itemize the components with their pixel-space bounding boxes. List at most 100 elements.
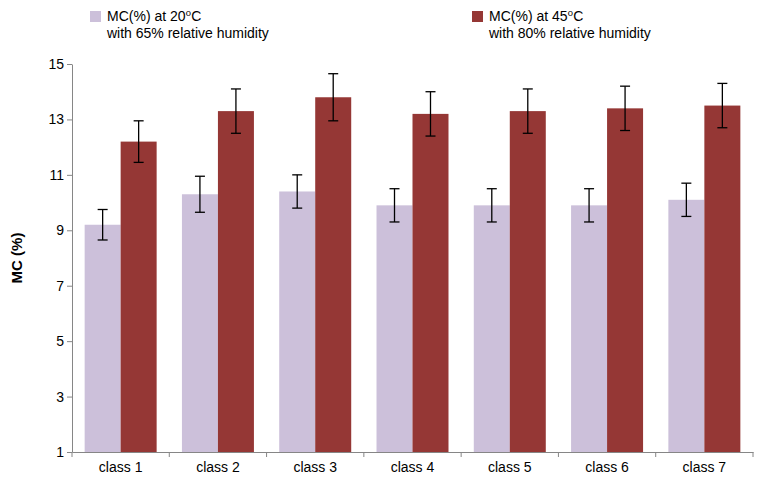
bar <box>474 205 510 452</box>
tick-label: 7 <box>56 278 64 294</box>
error-cap <box>292 207 302 208</box>
tick: 13 <box>48 111 72 127</box>
error-cap <box>620 130 630 131</box>
error-bar <box>292 175 302 208</box>
bar <box>704 106 740 452</box>
error-cap <box>292 174 302 175</box>
legend-label: MC(%) at 45⁰Cwith 80% relative humidity <box>488 8 651 41</box>
error-bar <box>231 89 241 133</box>
tick-label: 9 <box>56 222 64 238</box>
tick-mark <box>67 119 72 120</box>
tick: 9 <box>56 222 72 238</box>
tick: 11 <box>49 167 72 183</box>
legend-swatch <box>90 11 101 22</box>
error-cap <box>681 216 691 217</box>
tick-label: 3 <box>56 389 64 405</box>
tick: class 2 <box>196 452 240 475</box>
error-stem <box>491 189 492 222</box>
category-separator <box>266 452 267 457</box>
error-bar <box>620 86 630 130</box>
error-cap <box>487 188 497 189</box>
category-separator <box>169 452 170 457</box>
error-bar <box>195 176 205 212</box>
tick: 15 <box>48 56 72 72</box>
tick-label: class 7 <box>683 459 727 475</box>
error-stem <box>722 83 723 127</box>
category-separator <box>558 452 559 457</box>
bar <box>377 205 413 452</box>
error-cap <box>195 176 205 177</box>
tick-label: class 3 <box>293 459 337 475</box>
error-cap <box>134 162 144 163</box>
category-separators <box>72 452 753 457</box>
tick-label: class 5 <box>488 459 532 475</box>
legend-entry: MC(%) at 20⁰Cwith 65% relative humidity <box>90 8 269 41</box>
error-stem <box>624 86 625 130</box>
error-cap <box>425 91 435 92</box>
tick-mark <box>67 64 72 65</box>
error-bar <box>717 83 727 127</box>
chart: 13579111315class 1class 2class 3class 4c… <box>0 0 765 486</box>
legend-swatch <box>472 11 483 22</box>
error-bar <box>134 121 144 163</box>
error-cap <box>584 221 594 222</box>
error-cap <box>328 120 338 121</box>
error-cap <box>231 88 241 89</box>
error-stem <box>297 175 298 208</box>
category-separator <box>655 452 656 457</box>
category-separator <box>72 452 73 457</box>
legend-entry: MC(%) at 45⁰Cwith 80% relative humidity <box>472 8 651 41</box>
error-cap <box>98 239 108 240</box>
error-stem <box>588 189 589 222</box>
tick-mark <box>67 397 72 398</box>
error-cap <box>390 188 400 189</box>
error-bar <box>487 189 497 222</box>
marks <box>85 74 741 452</box>
error-stem <box>430 92 431 136</box>
bar <box>218 111 254 452</box>
bar <box>413 114 449 452</box>
error-cap <box>195 212 205 213</box>
tick: class 4 <box>391 452 435 475</box>
tick: class 3 <box>293 452 337 475</box>
tick-label: 13 <box>48 111 64 127</box>
tick-label: class 6 <box>585 459 629 475</box>
error-cap <box>523 133 533 134</box>
error-cap <box>487 221 497 222</box>
tick: class 5 <box>488 452 532 475</box>
legend-label: MC(%) at 20⁰Cwith 65% relative humidity <box>106 8 269 41</box>
tick-label: class 1 <box>99 459 143 475</box>
tick-label: 1 <box>56 444 64 460</box>
error-cap <box>231 133 241 134</box>
error-stem <box>138 121 139 163</box>
tick: 5 <box>56 333 72 349</box>
bar <box>85 225 121 452</box>
error-cap <box>717 127 727 128</box>
error-stem <box>235 89 236 133</box>
x-axis: class 1 class 2 class 3 class 4 class 5 class… <box>72 452 754 475</box>
category-separator <box>753 452 754 457</box>
tick: 3 <box>56 389 72 405</box>
error-bar <box>425 92 435 136</box>
error-stem <box>686 183 687 216</box>
tick-label: 5 <box>56 333 64 349</box>
tick: 7 <box>56 278 72 294</box>
error-stem <box>394 189 395 222</box>
error-bar <box>328 74 338 121</box>
tick: class 7 <box>683 452 727 475</box>
error-stem <box>102 210 103 240</box>
error-stem <box>333 74 334 121</box>
bar <box>121 142 157 452</box>
y-axis: 13579111315 <box>48 56 72 460</box>
error-bar <box>523 89 533 133</box>
tick-label: class 4 <box>391 459 435 475</box>
error-cap <box>717 83 727 84</box>
bar <box>571 205 607 452</box>
tick-label: 15 <box>48 56 64 72</box>
error-bar <box>390 189 400 222</box>
axis-line <box>73 452 754 453</box>
bar <box>315 97 351 452</box>
error-stem <box>527 89 528 133</box>
tick-label: class 2 <box>196 459 240 475</box>
y-axis-title: MC (%) <box>8 233 25 284</box>
